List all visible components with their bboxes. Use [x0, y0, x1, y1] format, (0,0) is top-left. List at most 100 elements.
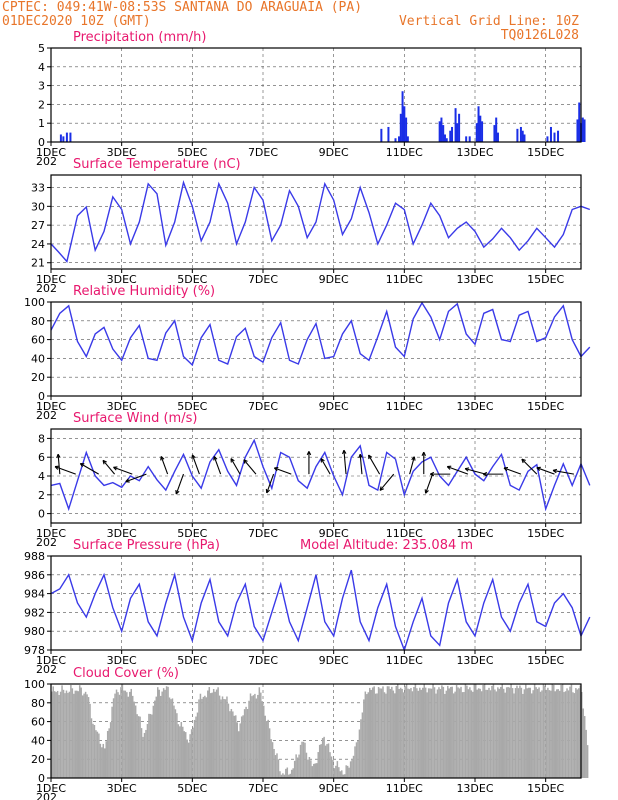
- cloud-bar: [402, 692, 405, 778]
- cloud-bar: [162, 688, 165, 778]
- cloud-bar: [186, 739, 188, 778]
- cloud-bar: [492, 684, 495, 778]
- x-tick-label: 5DEC: [177, 273, 207, 286]
- cloud-bar: [583, 716, 586, 778]
- cloud-bar: [243, 709, 246, 778]
- cloud-bar: [449, 686, 452, 778]
- cloud-bar: [84, 691, 87, 778]
- precip-bar: [546, 136, 549, 142]
- precip-bar: [516, 128, 519, 142]
- cloud-bar: [436, 689, 439, 778]
- x-tick-label: 9DEC: [319, 146, 349, 159]
- header-location: CPTEC: 049:41W-08:53S SANTANA DO ARAGUAI…: [2, 0, 362, 15]
- cloud-bar: [164, 689, 166, 778]
- cloud-bar: [448, 688, 450, 778]
- cloud-bar: [158, 689, 160, 778]
- wind-arrow-head: [306, 451, 312, 456]
- cloud-bar: [376, 693, 378, 778]
- cloud-bar: [261, 701, 264, 778]
- wind-arrow-shaft: [409, 456, 415, 475]
- cloud-bar: [548, 690, 551, 778]
- cloud-bar: [326, 744, 328, 778]
- panel-frame: [50, 555, 582, 651]
- cloud-bar: [104, 748, 106, 778]
- x-tick-label: 13DEC: [456, 146, 493, 159]
- y-tick-label: 2: [38, 98, 45, 111]
- cloud-bar: [447, 685, 449, 778]
- cloud-bar: [516, 685, 518, 778]
- cloud-bar: [305, 752, 308, 778]
- wind-arrow-shaft: [274, 467, 292, 475]
- x-tick-label: 11DEC: [386, 400, 423, 413]
- cloud-bar: [260, 692, 262, 778]
- cloud-bar: [226, 696, 228, 778]
- panel-frame: [50, 174, 582, 270]
- x-tick-label: 5DEC: [177, 400, 207, 413]
- x-tick-label: 11DEC: [386, 527, 423, 540]
- cloud-bar: [551, 684, 554, 778]
- cloud-bar: [413, 687, 415, 778]
- cloud-bar: [429, 688, 431, 778]
- x-tick-label: 3DEC: [107, 782, 137, 795]
- cloud-bar: [98, 733, 100, 778]
- cloud-bar: [373, 686, 375, 778]
- cloud-bar: [563, 692, 565, 778]
- cloud-bar: [541, 690, 543, 778]
- wind-arrow-shaft: [230, 458, 241, 475]
- precip-bar: [468, 136, 471, 142]
- panel-title: Surface Temperature (nC): [73, 157, 241, 172]
- cloud-bar: [114, 693, 116, 778]
- cloud-bar: [246, 709, 249, 778]
- cloud-bar: [73, 693, 75, 778]
- cloud-bar: [536, 688, 539, 778]
- x-tick-label: 5DEC: [177, 527, 207, 540]
- x-tick-label: 1DEC: [36, 782, 66, 795]
- wind-arrow-shaft: [191, 454, 200, 475]
- x-tick-label: 7DEC: [248, 654, 278, 667]
- cloud-bar: [232, 711, 234, 778]
- cloud-bar: [248, 700, 250, 778]
- x-tick-label: 1DEC: [36, 400, 66, 413]
- precip-bar: [387, 126, 390, 142]
- x-tick-label: 13DEC: [456, 527, 493, 540]
- cloud-bar: [335, 765, 337, 778]
- wind-arrow-head: [552, 468, 558, 474]
- wind-arrow: [102, 459, 116, 475]
- cloud-bar: [504, 692, 506, 778]
- wind-arrow-head: [213, 456, 218, 461]
- x-year-label: 202: [36, 791, 57, 800]
- cloud-bar: [211, 692, 213, 778]
- wind-arrow-head: [230, 458, 235, 463]
- cloud-bar: [314, 763, 317, 778]
- precip-bar: [523, 134, 526, 142]
- x-tick-label: 15DEC: [527, 782, 564, 795]
- precip-bar: [496, 132, 499, 142]
- wind-arrow-head: [113, 466, 118, 471]
- cloud-bar: [210, 693, 212, 778]
- wind-arrow: [213, 456, 222, 475]
- y-tick-label: 3: [38, 80, 45, 93]
- wind-arrow: [175, 473, 185, 495]
- cloud-bar: [133, 701, 135, 778]
- cloud-bar: [576, 689, 579, 778]
- cloud-bar: [480, 691, 483, 778]
- cloud-bar: [159, 695, 162, 778]
- cloud-bar: [187, 742, 190, 778]
- y-tick-label: 80: [31, 697, 45, 710]
- cloud-bar: [461, 692, 464, 778]
- wind-arrow: [54, 465, 76, 475]
- cloud-bar: [407, 688, 409, 778]
- cloud-bar: [117, 692, 119, 778]
- panel-4: 978 980 982 984 986 988 1DEC 3DEC 5DEC 7DEC 9DEC 11…: [24, 538, 591, 676]
- cloud-bar: [498, 688, 501, 778]
- panel-1: 21 24 27 30 33 1DEC 3DEC 5DEC 7DEC 9DEC 11DEC 13DEC…: [31, 157, 591, 295]
- precip-bar: [69, 132, 72, 142]
- wind-arrow-head: [273, 467, 279, 472]
- y-tick-label: 8: [38, 432, 45, 445]
- cloud-bar: [96, 731, 99, 778]
- wind-arrow: [379, 473, 395, 491]
- cloud-bar: [68, 691, 71, 778]
- cloud-bar: [161, 691, 163, 778]
- cloud-bar: [544, 685, 546, 778]
- cloud-bar: [311, 766, 314, 778]
